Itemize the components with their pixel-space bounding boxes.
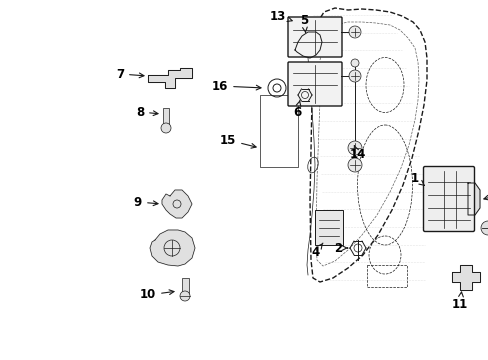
Circle shape bbox=[480, 221, 488, 235]
Polygon shape bbox=[148, 68, 192, 88]
Bar bbox=[163, 108, 169, 126]
Text: 7: 7 bbox=[116, 68, 143, 81]
Text: 2: 2 bbox=[333, 242, 347, 255]
Text: 16: 16 bbox=[211, 80, 261, 93]
Polygon shape bbox=[150, 230, 195, 266]
Text: 8: 8 bbox=[136, 105, 158, 118]
Polygon shape bbox=[162, 190, 192, 218]
Bar bbox=[260, 95, 297, 167]
Text: 15: 15 bbox=[220, 134, 256, 148]
Text: 14: 14 bbox=[349, 145, 366, 162]
Bar bbox=[314, 210, 342, 245]
Polygon shape bbox=[467, 183, 479, 215]
Text: 11: 11 bbox=[451, 292, 467, 311]
Text: 13: 13 bbox=[269, 9, 292, 22]
Text: 5: 5 bbox=[299, 13, 307, 32]
Circle shape bbox=[348, 26, 360, 38]
Text: 6: 6 bbox=[292, 100, 301, 118]
Polygon shape bbox=[451, 265, 479, 290]
Text: 12: 12 bbox=[0, 359, 1, 360]
Bar bbox=[182, 278, 189, 296]
Circle shape bbox=[347, 158, 361, 172]
Circle shape bbox=[350, 59, 358, 67]
Circle shape bbox=[347, 141, 361, 155]
Circle shape bbox=[161, 123, 171, 133]
FancyBboxPatch shape bbox=[287, 62, 341, 106]
FancyBboxPatch shape bbox=[423, 166, 473, 231]
FancyBboxPatch shape bbox=[287, 17, 341, 57]
Bar bbox=[366, 265, 406, 287]
Text: 10: 10 bbox=[140, 288, 174, 302]
Circle shape bbox=[348, 70, 360, 82]
Text: 3: 3 bbox=[483, 189, 488, 202]
Text: 4: 4 bbox=[311, 243, 322, 258]
Text: 9: 9 bbox=[134, 195, 158, 208]
Text: 1: 1 bbox=[410, 171, 424, 185]
Circle shape bbox=[180, 291, 190, 301]
Polygon shape bbox=[294, 32, 321, 58]
